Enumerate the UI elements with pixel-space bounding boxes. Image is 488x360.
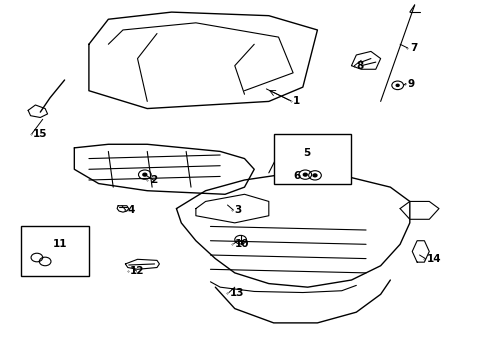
Text: 12: 12 — [130, 266, 144, 276]
Text: 5: 5 — [302, 148, 309, 158]
Circle shape — [303, 173, 306, 176]
Text: 7: 7 — [409, 43, 416, 53]
Circle shape — [395, 84, 398, 86]
Text: 15: 15 — [33, 129, 47, 139]
Text: 10: 10 — [234, 239, 249, 249]
FancyBboxPatch shape — [21, 226, 89, 276]
Text: 9: 9 — [407, 78, 414, 89]
Text: 4: 4 — [127, 205, 135, 215]
Text: 14: 14 — [426, 253, 441, 264]
Circle shape — [142, 173, 146, 176]
Circle shape — [312, 174, 316, 177]
Text: 3: 3 — [234, 205, 242, 215]
Text: 6: 6 — [292, 171, 300, 181]
Text: 1: 1 — [292, 96, 300, 107]
FancyBboxPatch shape — [273, 134, 351, 184]
Text: 13: 13 — [229, 288, 244, 297]
Text: 11: 11 — [52, 239, 67, 249]
Text: 8: 8 — [356, 61, 363, 71]
Text: 2: 2 — [149, 175, 157, 185]
